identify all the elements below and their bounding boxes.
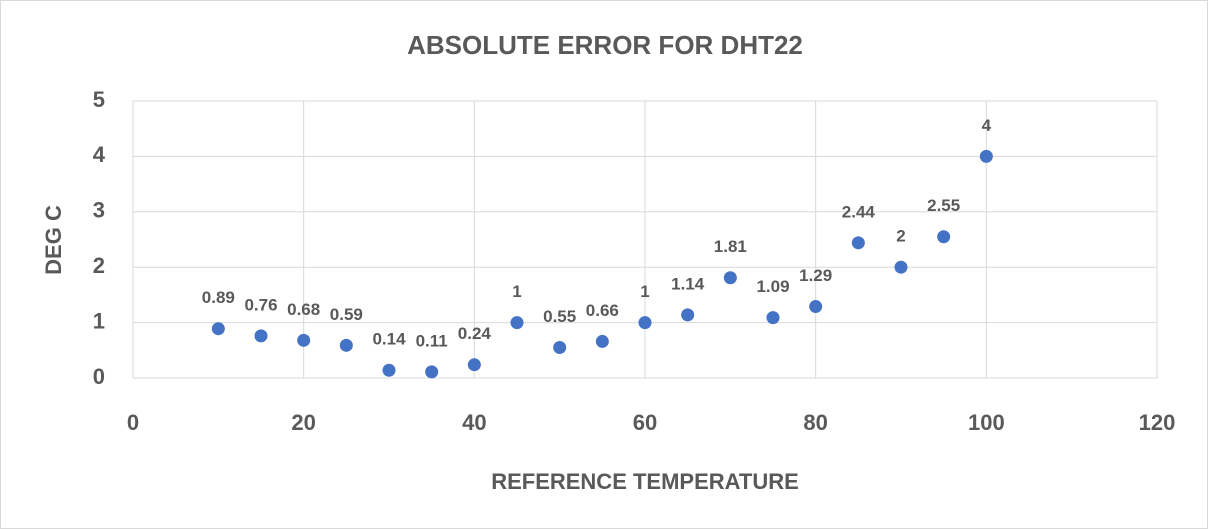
point <box>595 334 609 348</box>
data-label: 1.14 <box>671 274 705 293</box>
x-tick-label: 120 <box>1139 410 1176 435</box>
point <box>211 322 225 336</box>
data-label: 1.29 <box>799 266 832 285</box>
y-tick-label: 2 <box>93 253 105 278</box>
data-label: 0.59 <box>330 305 363 324</box>
point <box>809 300 823 314</box>
point <box>979 149 993 163</box>
data-label: 2.55 <box>927 196 960 215</box>
y-tick-label: 5 <box>93 87 105 112</box>
point <box>510 316 524 330</box>
point <box>894 260 908 274</box>
x-axis-label: REFERENCE TEMPERATURE <box>491 469 799 494</box>
y-tick-label: 0 <box>93 364 105 389</box>
point <box>638 316 652 330</box>
point <box>254 329 268 343</box>
data-label: 0.55 <box>543 307 576 326</box>
x-tick-label: 100 <box>968 410 1005 435</box>
point <box>937 230 951 244</box>
data-label: 0.24 <box>458 324 492 343</box>
x-tick-label: 40 <box>462 410 486 435</box>
y-axis-label: DEG C <box>41 205 66 275</box>
point <box>382 363 396 377</box>
point <box>553 341 567 355</box>
data-label: 1.09 <box>756 277 789 296</box>
data-label: 0.66 <box>586 301 619 320</box>
data-label: 4 <box>982 116 992 135</box>
point <box>467 358 481 372</box>
x-tick-label: 0 <box>127 410 139 435</box>
point <box>766 311 780 325</box>
point <box>851 236 865 250</box>
point <box>425 365 439 379</box>
data-label: 0.11 <box>416 331 448 350</box>
data-label: 1.81 <box>714 237 747 256</box>
data-label: 0.68 <box>287 300 320 319</box>
data-label: 0.76 <box>244 295 277 314</box>
data-label: 1 <box>512 282 521 301</box>
chart-title: ABSOLUTE ERROR FOR DHT22 <box>407 30 803 60</box>
data-label: 1 <box>640 282 649 301</box>
x-tick-label: 80 <box>803 410 827 435</box>
data-label: 2 <box>896 227 905 246</box>
x-tick-label: 20 <box>291 410 315 435</box>
y-tick-label: 3 <box>93 198 105 223</box>
y-tick-label: 1 <box>93 308 105 333</box>
x-tick-label: 60 <box>633 410 657 435</box>
point <box>723 271 737 285</box>
point <box>297 333 311 347</box>
point <box>681 308 695 322</box>
data-label: 2.44 <box>842 202 876 221</box>
data-label: 0.89 <box>202 288 235 307</box>
data-label: 0.14 <box>372 330 406 349</box>
point <box>339 338 353 352</box>
y-tick-label: 4 <box>93 142 106 167</box>
